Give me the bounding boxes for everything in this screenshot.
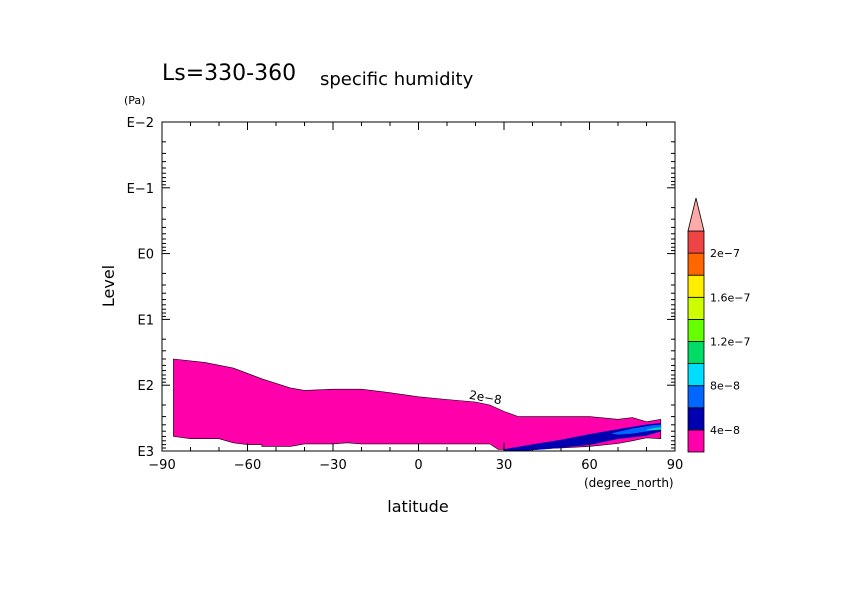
colorbar-swatch <box>687 385 705 409</box>
x-tick-label: 30 <box>496 458 513 473</box>
y-tick-label: E3 <box>138 445 155 460</box>
colorbar-label: 1.6e−7 <box>710 291 750 304</box>
y-tick-label: E−1 <box>127 182 154 197</box>
colorbar-overflow-arrow <box>687 197 705 232</box>
colorbar-swatch <box>687 252 705 276</box>
x-axis-label: latitude <box>387 497 448 516</box>
chart-title: Ls=330-360 <box>162 61 296 86</box>
colorbar-swatch <box>687 363 705 387</box>
x-tick-label: −60 <box>234 458 261 473</box>
contour-label-group: 2e−8 <box>468 388 503 407</box>
colorbar-label: 4e−8 <box>710 424 740 437</box>
x-unit: (degree_north) <box>584 476 674 490</box>
colorbar-swatch <box>687 274 705 298</box>
x-tick-label: 90 <box>667 458 684 473</box>
contour-region-4 <box>652 428 662 430</box>
colorbar-swatch <box>687 230 705 254</box>
contour-region-0 <box>173 358 662 450</box>
colorbar-swatch <box>687 341 705 365</box>
y-axis-label: Level <box>99 265 118 307</box>
colorbar-label: 2e−7 <box>710 247 740 260</box>
x-tick-label: 60 <box>581 458 598 473</box>
x-axis: −90 −60 −30 0 30 60 90 <box>148 122 683 473</box>
colorbar-swatch <box>687 318 705 342</box>
colorbar-swatch <box>687 429 705 453</box>
colorbar-label: 8e−8 <box>710 380 740 393</box>
y-tick-label: E1 <box>138 313 155 328</box>
y-tick-label: E2 <box>138 379 155 394</box>
y-axis: E−2 E−1 E0 E1 E2 E3 <box>127 116 675 460</box>
x-tick-label: −90 <box>148 458 175 473</box>
x-tick-label: −30 <box>319 458 346 473</box>
x-tick-label: 0 <box>414 458 422 473</box>
contour-label: 2e−8 <box>468 388 503 407</box>
y-tick-label: E−2 <box>127 116 154 131</box>
colorbar: 4e−8 8e−8 1.2e−7 1.6e−7 2e−7 <box>687 197 750 453</box>
colorbar-swatch <box>687 407 705 431</box>
colorbar-swatch <box>687 296 705 320</box>
y-tick-label: E0 <box>138 248 155 263</box>
colorbar-label: 1.2e−7 <box>710 336 750 349</box>
y-unit: (Pa) <box>124 94 145 107</box>
contour-region-1 <box>503 423 662 452</box>
chart-subtitle: specific humidity <box>320 69 474 90</box>
plot-regions <box>173 358 662 452</box>
